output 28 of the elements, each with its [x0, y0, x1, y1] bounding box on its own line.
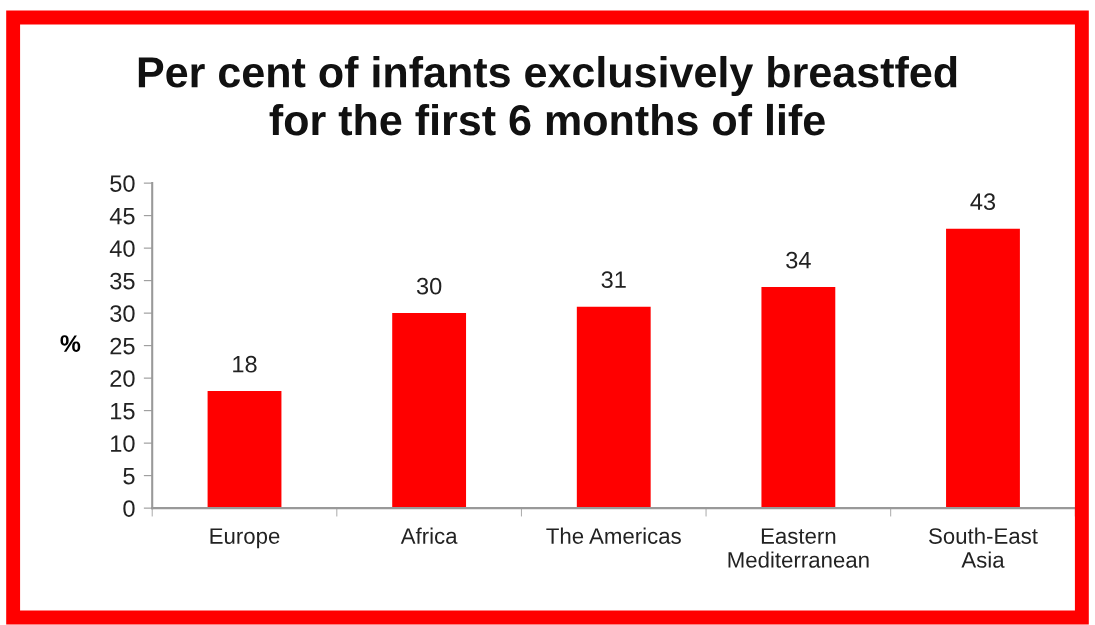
y-tick-label: 10	[111, 435, 135, 452]
bar	[207, 391, 282, 509]
x-tick-label: Africa	[400, 527, 458, 544]
data-label: 43	[970, 193, 996, 211]
bar	[576, 306, 651, 509]
chart-title: Per cent of infants exclusively breastfed for the first 6 months of life	[138, 55, 957, 136]
y-tick-label: 0	[123, 500, 135, 517]
y-tick-label: 30	[110, 305, 135, 322]
x-tick-label: South-East Asia	[929, 527, 1038, 568]
bar	[946, 228, 1020, 509]
y-tick-label: 45	[109, 207, 135, 225]
data-label: 30	[416, 277, 442, 295]
y-axis-title: %	[60, 335, 81, 352]
y-tick-label: 40	[109, 240, 135, 257]
y-tick-label: 15	[111, 402, 135, 420]
y-tick-label: 25	[110, 337, 135, 355]
data-label: 31	[601, 271, 626, 289]
bar	[761, 287, 836, 509]
y-tick-label: 35	[110, 272, 135, 290]
x-tick-label: The Americas	[546, 527, 681, 544]
x-tick-label: Eastern Mediterranean	[728, 528, 869, 568]
x-tick-label: Europe	[210, 528, 280, 549]
y-tick-label: 20	[110, 370, 135, 387]
data-label: 34	[786, 251, 811, 269]
data-label: 18	[233, 355, 257, 373]
bar	[392, 313, 467, 509]
y-tick-label: 5	[123, 467, 135, 485]
y-tick-label: 50	[110, 175, 135, 192]
